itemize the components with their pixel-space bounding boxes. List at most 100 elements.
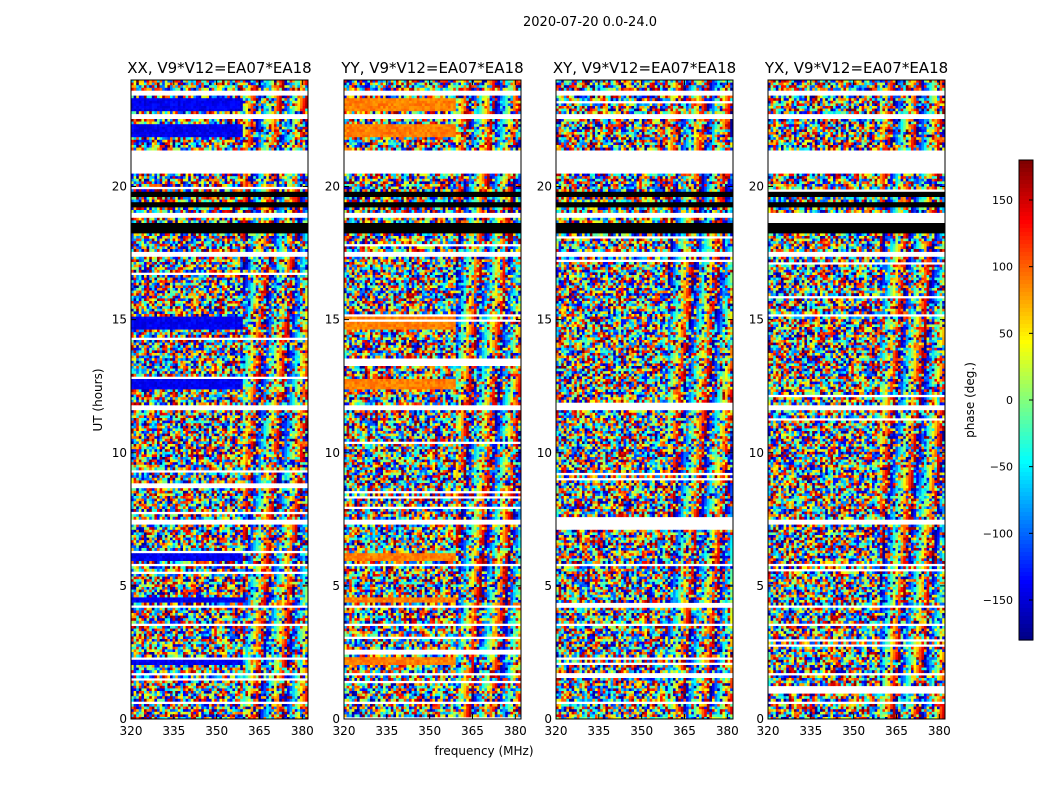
colorbar-segment [1019,356,1033,361]
colorbar-segment [1019,264,1033,269]
x-tick-label: 365 [461,724,484,738]
colorbar-segment [1019,520,1033,525]
y-tick-label: 5 [544,579,552,593]
colorbar-segment [1019,200,1033,205]
x-axis-label: frequency (MHz) [434,744,533,758]
colorbar-tick-label: −150 [983,594,1013,607]
y-tick-label: 15 [112,313,127,327]
y-tick-label: 10 [112,446,127,460]
colorbar-segment [1019,280,1033,285]
colorbar-segment [1019,608,1033,613]
colorbar-segment [1019,232,1033,237]
x-tick-label: 320 [757,724,780,738]
y-axis-label: UT (hours) [91,368,105,431]
colorbar-segment [1019,288,1033,293]
y-tick-label: 0 [119,712,127,726]
colorbar-segment [1019,400,1033,405]
colorbar-segment [1019,220,1033,225]
colorbar-segment [1019,528,1033,533]
x-tick-label: 365 [673,724,696,738]
x-tick-label: 320 [333,724,356,738]
colorbar-segment [1019,436,1033,441]
colorbar-segment [1019,500,1033,505]
colorbar-segment [1019,460,1033,465]
colorbar-segment [1019,580,1033,585]
colorbar-segment [1019,272,1033,277]
colorbar-segment [1019,552,1033,557]
colorbar-segment [1019,300,1033,305]
colorbar-segment [1019,180,1033,185]
colorbar-segment [1019,516,1033,521]
colorbar-segment [1019,472,1033,477]
colorbar-segment [1019,592,1033,597]
colorbar-segment [1019,404,1033,409]
colorbar-segment [1019,324,1033,329]
colorbar-segment [1019,452,1033,457]
x-tick-label: 335 [162,724,185,738]
colorbar-segment [1019,440,1033,445]
colorbar-segment [1019,236,1033,241]
colorbar-segment [1019,624,1033,629]
colorbar-segment [1019,292,1033,297]
colorbar-segment [1019,432,1033,437]
colorbar-segment [1019,428,1033,433]
y-tick-label: 20 [112,180,127,194]
colorbar-segment [1019,284,1033,289]
x-tick-label: 365 [248,724,271,738]
colorbar-segment [1019,260,1033,265]
colorbar-segment [1019,532,1033,537]
colorbar-segment [1019,188,1033,193]
colorbar-segment [1019,568,1033,573]
colorbar-segment [1019,616,1033,621]
colorbar-segment [1019,416,1033,421]
colorbar-tick-label: 150 [992,194,1013,207]
colorbar-segment [1019,368,1033,373]
colorbar-segment [1019,268,1033,273]
x-tick-label: 350 [630,724,653,738]
x-tick-label: 365 [885,724,908,738]
colorbar-segment [1019,348,1033,353]
heatmap-image [556,80,733,719]
colorbar-segment [1019,308,1033,313]
x-tick-label: 350 [842,724,865,738]
colorbar-tick-label: 100 [992,261,1013,274]
colorbar-segment [1019,228,1033,233]
x-tick-label: 380 [504,724,527,738]
colorbar-segment [1019,380,1033,385]
colorbar-tick-label: −50 [990,461,1013,474]
colorbar: −150 −100 −50 0 50 100 150 phase (deg.) [963,159,1034,641]
colorbar-segment [1019,468,1033,473]
heatmap-image [768,80,945,719]
panel-frame [130,79,309,720]
panel-1: XX, V9*V12=EA07*EA18 320 335 350 365 380 0 5 10 1… [112,59,314,738]
colorbar-segment [1019,224,1033,229]
y-tick-label: 5 [756,579,764,593]
colorbar-segment [1019,524,1033,529]
colorbar-segment [1019,444,1033,449]
colorbar-segment [1019,208,1033,213]
colorbar-segment [1019,492,1033,497]
colorbar-segment [1019,600,1033,605]
colorbar-segment [1019,244,1033,249]
colorbar-segment [1019,408,1033,413]
panel-3: XY, V9*V12=EA07*EA18 320 335 350 365 380 0 5 10 1… [537,59,739,738]
colorbar-segment [1019,364,1033,369]
y-tick-label: 15 [537,313,552,327]
x-tick-label: 350 [205,724,228,738]
x-tick-label: 320 [545,724,568,738]
colorbar-segment [1019,344,1033,349]
panel-title: XY, V9*V12=EA07*EA18 [553,59,736,77]
colorbar-segment [1019,276,1033,281]
colorbar-segment [1019,192,1033,197]
colorbar-segment [1019,304,1033,309]
x-tick-label: 320 [120,724,143,738]
colorbar-segment [1019,424,1033,429]
colorbar-tick-label: −100 [983,527,1013,540]
colorbar-segment [1019,540,1033,545]
x-tick-label: 335 [587,724,610,738]
colorbar-segment [1019,476,1033,481]
colorbar-segment [1019,420,1033,425]
colorbar-segment [1019,584,1033,589]
colorbar-segment [1019,176,1033,181]
